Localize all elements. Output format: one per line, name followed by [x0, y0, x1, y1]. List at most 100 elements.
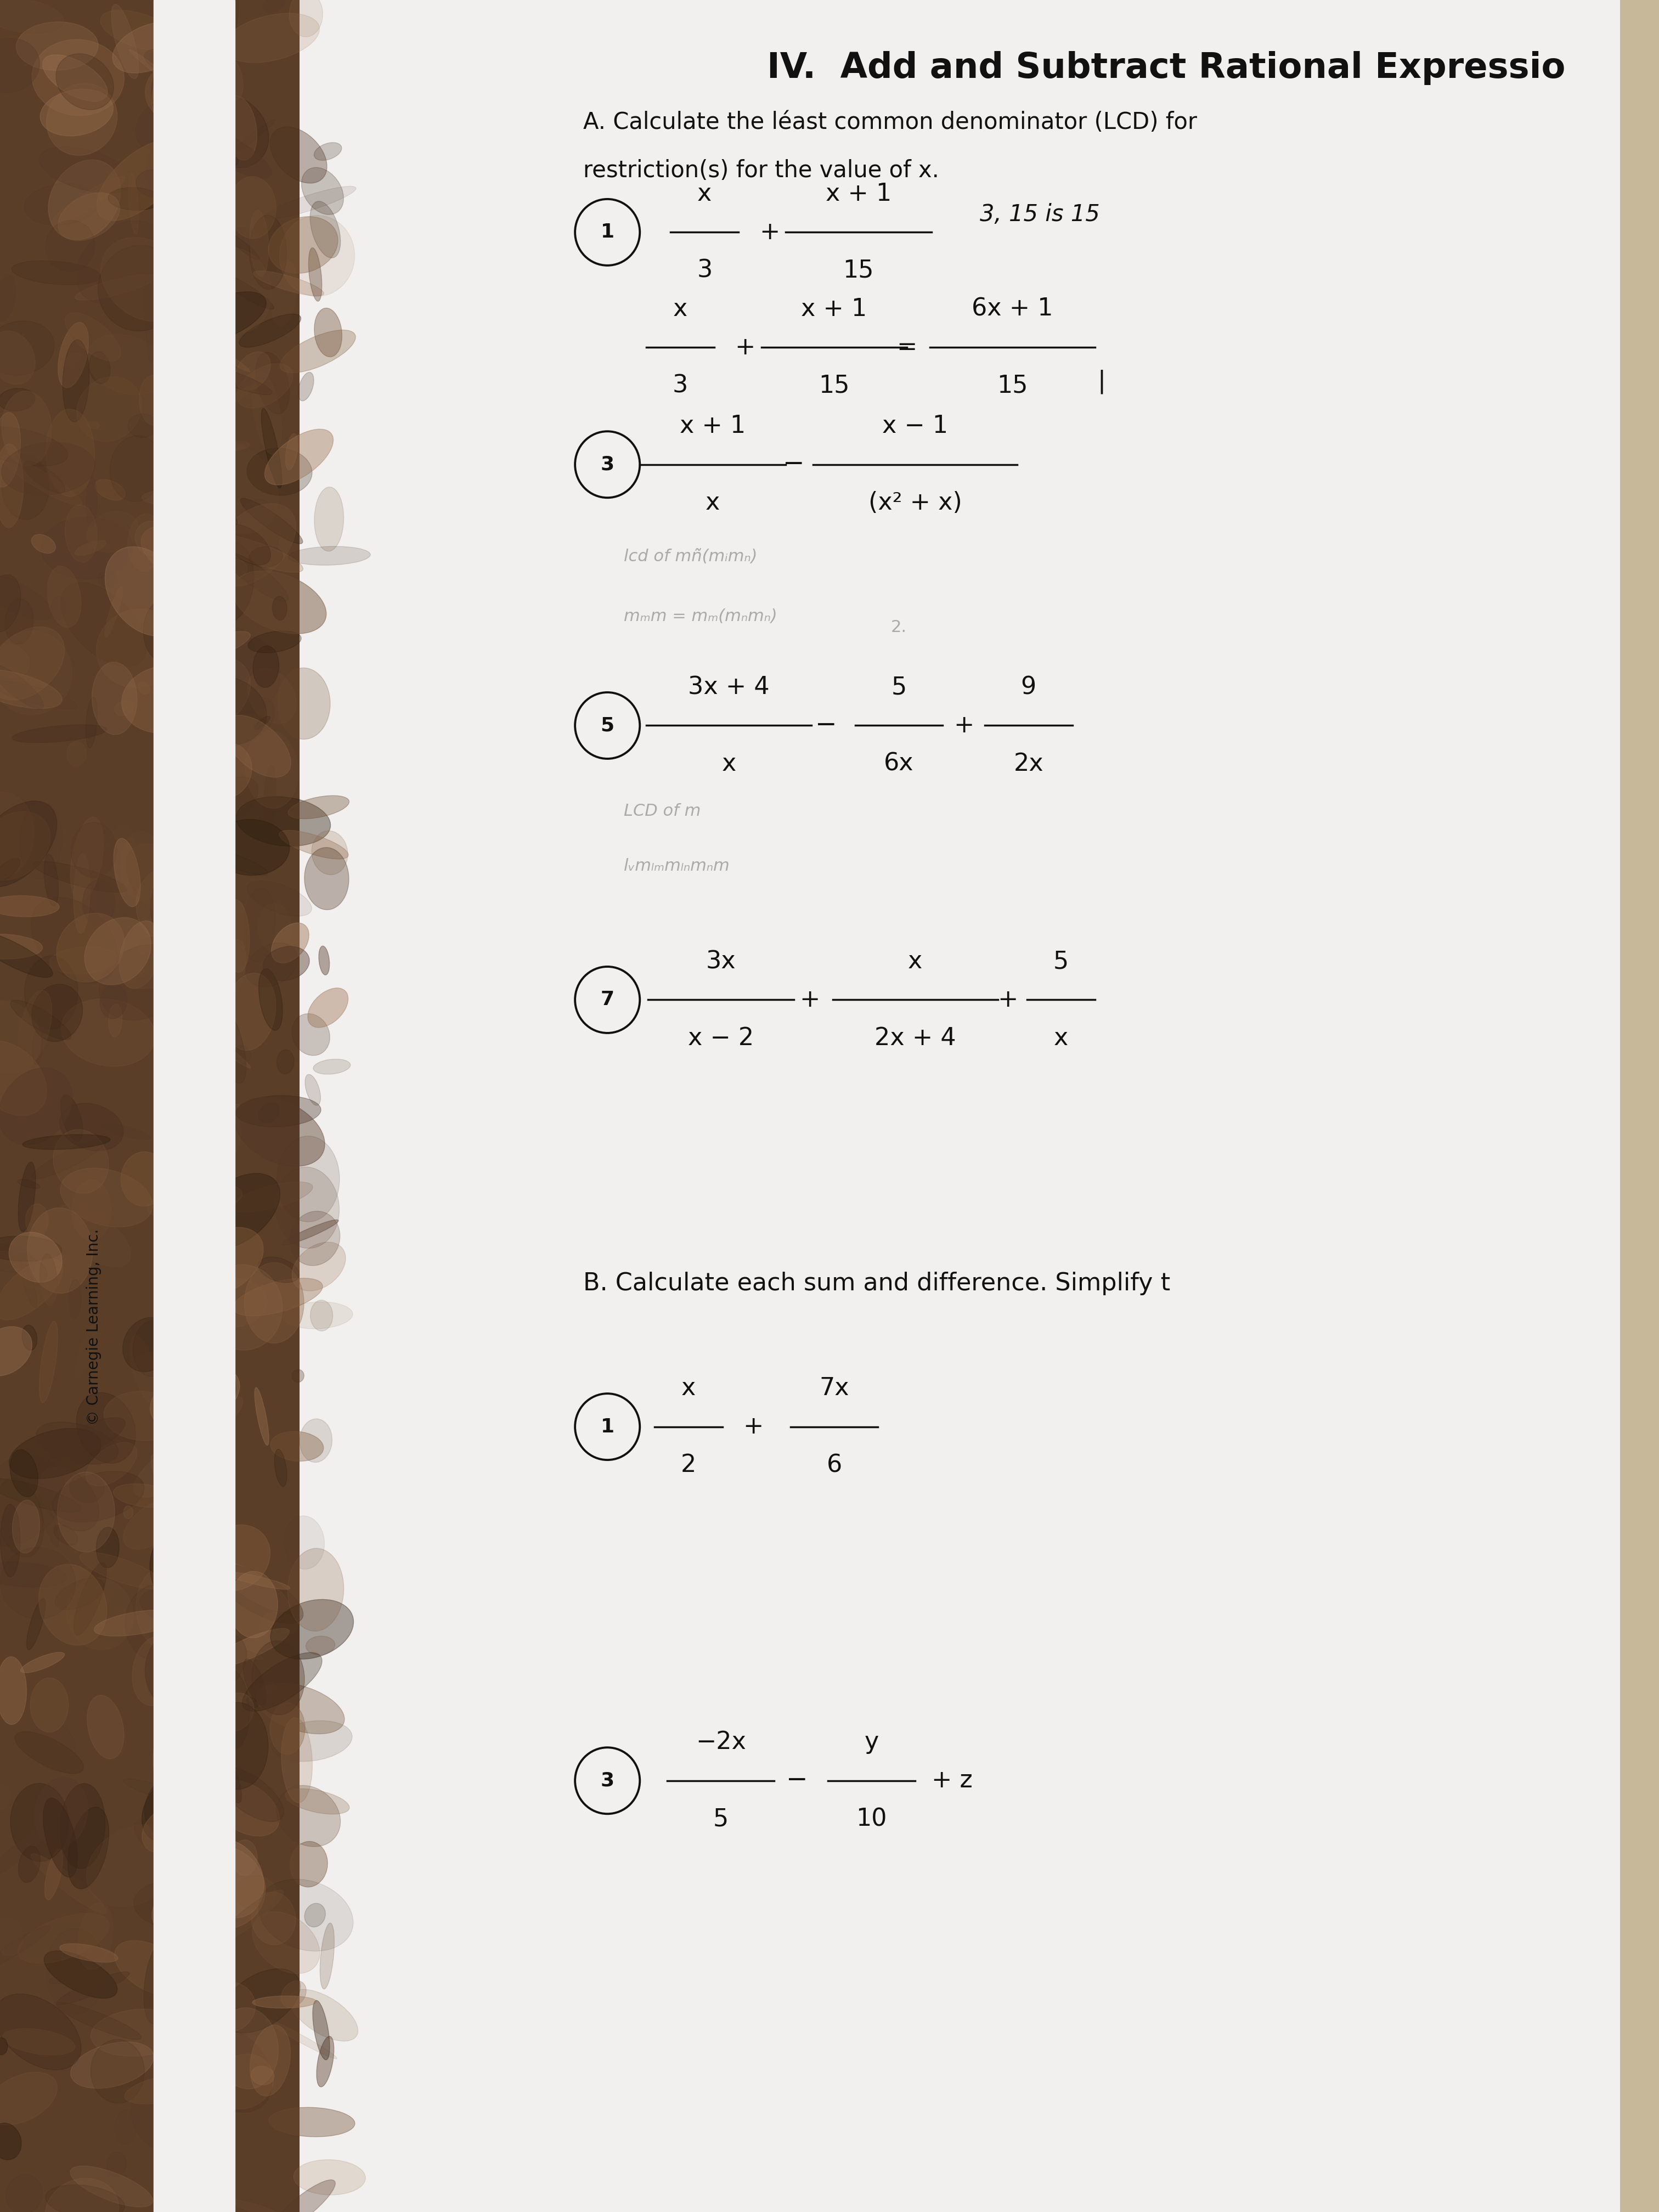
- Ellipse shape: [109, 436, 163, 502]
- Ellipse shape: [124, 2073, 209, 2104]
- Ellipse shape: [58, 323, 88, 387]
- Text: LCD of m: LCD of m: [624, 803, 700, 818]
- Ellipse shape: [244, 1659, 265, 1705]
- Ellipse shape: [128, 173, 139, 234]
- Ellipse shape: [289, 796, 348, 818]
- Ellipse shape: [264, 947, 310, 980]
- Ellipse shape: [319, 947, 330, 975]
- Ellipse shape: [0, 630, 71, 714]
- Ellipse shape: [36, 1422, 118, 1464]
- Ellipse shape: [209, 1135, 234, 1150]
- Ellipse shape: [88, 420, 100, 429]
- Ellipse shape: [45, 1849, 63, 1900]
- Ellipse shape: [40, 146, 133, 192]
- Ellipse shape: [207, 1703, 269, 1790]
- Ellipse shape: [196, 1279, 267, 1327]
- Ellipse shape: [103, 1719, 126, 1756]
- Text: 3: 3: [601, 1772, 614, 1790]
- Ellipse shape: [5, 599, 33, 644]
- Text: 9: 9: [1020, 675, 1037, 699]
- Ellipse shape: [124, 1586, 184, 1659]
- Ellipse shape: [12, 261, 101, 285]
- Ellipse shape: [214, 2117, 226, 2174]
- Ellipse shape: [310, 201, 340, 259]
- Ellipse shape: [257, 1683, 345, 1734]
- Ellipse shape: [18, 1179, 40, 1188]
- Ellipse shape: [209, 0, 239, 60]
- Ellipse shape: [314, 307, 342, 356]
- Ellipse shape: [12, 726, 106, 743]
- Ellipse shape: [85, 918, 151, 984]
- Ellipse shape: [284, 1515, 325, 1568]
- Ellipse shape: [80, 1553, 163, 1588]
- Ellipse shape: [8, 1429, 101, 1478]
- Ellipse shape: [226, 973, 275, 1051]
- Ellipse shape: [143, 1807, 189, 1854]
- Ellipse shape: [212, 1307, 236, 1334]
- Ellipse shape: [0, 1000, 41, 1075]
- Ellipse shape: [176, 2057, 217, 2073]
- Ellipse shape: [40, 1467, 100, 1531]
- Ellipse shape: [0, 812, 50, 880]
- Text: x + 1: x + 1: [680, 414, 745, 438]
- Ellipse shape: [176, 630, 251, 664]
- Text: lcd of mñ(mᵢmₙ): lcd of mñ(mᵢmₙ): [624, 549, 757, 564]
- Ellipse shape: [166, 1644, 174, 1710]
- Ellipse shape: [146, 142, 187, 201]
- Ellipse shape: [192, 2028, 272, 2112]
- Ellipse shape: [144, 276, 154, 363]
- Ellipse shape: [227, 234, 259, 259]
- Text: 2.: 2.: [891, 619, 907, 635]
- Ellipse shape: [0, 573, 53, 619]
- Ellipse shape: [0, 896, 60, 916]
- Ellipse shape: [302, 168, 343, 215]
- Ellipse shape: [217, 1750, 242, 1803]
- Ellipse shape: [217, 1767, 284, 1823]
- Ellipse shape: [27, 1597, 45, 1650]
- Ellipse shape: [25, 1203, 48, 1237]
- Ellipse shape: [90, 352, 109, 383]
- Text: 15: 15: [818, 374, 849, 398]
- Ellipse shape: [38, 1564, 106, 1646]
- Ellipse shape: [129, 969, 194, 989]
- Text: 15: 15: [843, 259, 874, 283]
- Ellipse shape: [113, 1484, 176, 1506]
- Ellipse shape: [236, 352, 270, 392]
- Ellipse shape: [101, 1124, 151, 1139]
- Ellipse shape: [108, 1004, 123, 1037]
- Text: +: +: [954, 714, 974, 737]
- Ellipse shape: [173, 1009, 251, 1068]
- Ellipse shape: [70, 2166, 153, 2208]
- Ellipse shape: [2, 456, 81, 504]
- Ellipse shape: [176, 1754, 222, 1774]
- Text: © Carnegie Learning, Inc.: © Carnegie Learning, Inc.: [86, 1230, 101, 1425]
- Ellipse shape: [277, 668, 330, 739]
- Ellipse shape: [168, 1535, 187, 1573]
- Ellipse shape: [61, 1000, 156, 1066]
- Ellipse shape: [0, 1455, 65, 1546]
- Ellipse shape: [265, 429, 333, 484]
- Ellipse shape: [0, 1562, 66, 1586]
- Ellipse shape: [158, 173, 194, 226]
- Ellipse shape: [56, 53, 114, 111]
- Text: x: x: [682, 1376, 695, 1400]
- Ellipse shape: [144, 1942, 173, 2024]
- Ellipse shape: [32, 1854, 106, 1913]
- Ellipse shape: [207, 635, 280, 714]
- Ellipse shape: [53, 1524, 78, 1546]
- Ellipse shape: [209, 538, 234, 564]
- Ellipse shape: [0, 1245, 36, 1272]
- Ellipse shape: [272, 597, 287, 619]
- Ellipse shape: [241, 498, 302, 544]
- Ellipse shape: [242, 889, 275, 962]
- Ellipse shape: [247, 630, 302, 653]
- Ellipse shape: [163, 2093, 184, 2143]
- Ellipse shape: [51, 177, 124, 226]
- Ellipse shape: [27, 1208, 93, 1294]
- Ellipse shape: [168, 2088, 186, 2161]
- Ellipse shape: [32, 1721, 76, 1772]
- Text: x: x: [674, 296, 687, 321]
- Ellipse shape: [65, 504, 98, 562]
- Ellipse shape: [201, 542, 254, 624]
- Ellipse shape: [20, 803, 61, 878]
